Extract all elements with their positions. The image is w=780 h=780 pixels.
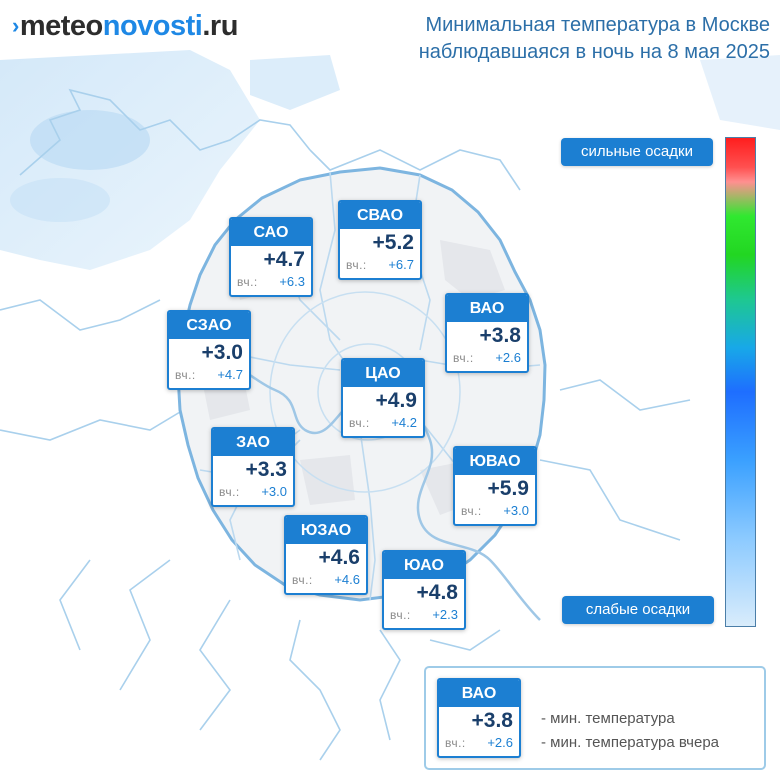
district-name: СЗАО (169, 312, 249, 339)
district-prev-label: вч.: (346, 258, 367, 272)
district-min-temp: +5.9 (487, 477, 529, 500)
district-prev-temp: +4.2 (391, 415, 417, 430)
district-name: ЮВАО (455, 448, 535, 475)
logo-part-meteo: meteo (19, 10, 103, 42)
district-prev-temp: +3.0 (261, 484, 287, 499)
district-name: ВАО (447, 295, 527, 322)
legend-sample-name: ВАО (439, 680, 519, 707)
title-line-2: наблюдавшаяся в ночь на 8 мая 2025 (418, 41, 770, 63)
district-prev-label: вч.: (390, 608, 411, 622)
legend-sample-prev-temp: +2.6 (487, 735, 513, 750)
district-min-temp: +4.8 (416, 581, 458, 604)
scale-label-light: слабые осадки (562, 596, 714, 624)
district-min-temp: +5.2 (372, 231, 414, 254)
district-name: СВАО (340, 202, 420, 229)
legend-sample-card: ВАО +3.8 вч.: +2.6 (437, 678, 521, 758)
district-name: ЦАО (343, 360, 423, 387)
scale-label-heavy: сильные осадки (561, 138, 713, 166)
district-prev-label: вч.: (237, 275, 258, 289)
district-min-temp: +4.9 (375, 389, 417, 412)
district-prev-temp: +2.6 (495, 350, 521, 365)
legend-sample-prev-label: вч.: (445, 736, 466, 750)
district-prev-label: вч.: (292, 573, 313, 587)
district-card-zao: ЗАО +3.3 вч.: +3.0 (211, 427, 295, 507)
district-card-yuao: ЮАО +4.8 вч.: +2.3 (382, 550, 466, 630)
legend-line-min-temp-yesterday: - мин. температура вчера (541, 734, 720, 751)
district-prev-label: вч.: (219, 485, 240, 499)
district-name: ЮЗАО (286, 517, 366, 544)
district-prev-label: вч.: (453, 351, 474, 365)
district-card-cao: ЦАО +4.9 вч.: +4.2 (341, 358, 425, 438)
district-name: САО (231, 219, 311, 246)
district-prev-temp: +3.0 (503, 503, 529, 518)
district-card-yuvao: ЮВАО +5.9 вч.: +3.0 (453, 446, 537, 526)
logo-chevron-icon: › (12, 13, 19, 38)
district-prev-label: вч.: (349, 416, 370, 430)
title-line-1: Минимальная температура в Москве (425, 14, 770, 36)
district-name: ЮАО (384, 552, 464, 579)
district-prev-temp: +4.7 (217, 367, 243, 382)
district-prev-temp: +4.6 (334, 572, 360, 587)
district-card-sao: САО +4.7 вч.: +6.3 (229, 217, 313, 297)
page-title: Минимальная температура в Москве наблюда… (350, 12, 770, 66)
legend-sample-min-temp: +3.8 (471, 709, 513, 732)
district-prev-temp: +6.7 (388, 257, 414, 272)
district-min-temp: +3.0 (201, 341, 243, 364)
district-name: ЗАО (213, 429, 293, 456)
district-card-yuzao: ЮЗАО +4.6 вч.: +4.6 (284, 515, 368, 595)
district-card-vao: ВАО +3.8 вч.: +2.6 (445, 293, 529, 373)
district-prev-temp: +2.3 (432, 607, 458, 622)
district-prev-label: вч.: (175, 368, 196, 382)
logo-part-novosti: novosti (102, 10, 203, 42)
logo-part-ru: .ru (202, 10, 238, 42)
district-card-svao: СВАО +5.2 вч.: +6.7 (338, 200, 422, 280)
district-min-temp: +4.7 (263, 248, 305, 271)
district-card-szao: СЗАО +3.0 вч.: +4.7 (167, 310, 251, 390)
legend-line-min-temp: - мин. температура (541, 710, 675, 727)
district-min-temp: +3.8 (479, 324, 521, 347)
site-logo[interactable]: ›meteonovosti.ru (12, 8, 238, 44)
precipitation-scale-bar (725, 137, 756, 627)
district-min-temp: +3.3 (245, 458, 287, 481)
district-prev-label: вч.: (461, 504, 482, 518)
district-min-temp: +4.6 (318, 546, 360, 569)
district-prev-temp: +6.3 (279, 274, 305, 289)
